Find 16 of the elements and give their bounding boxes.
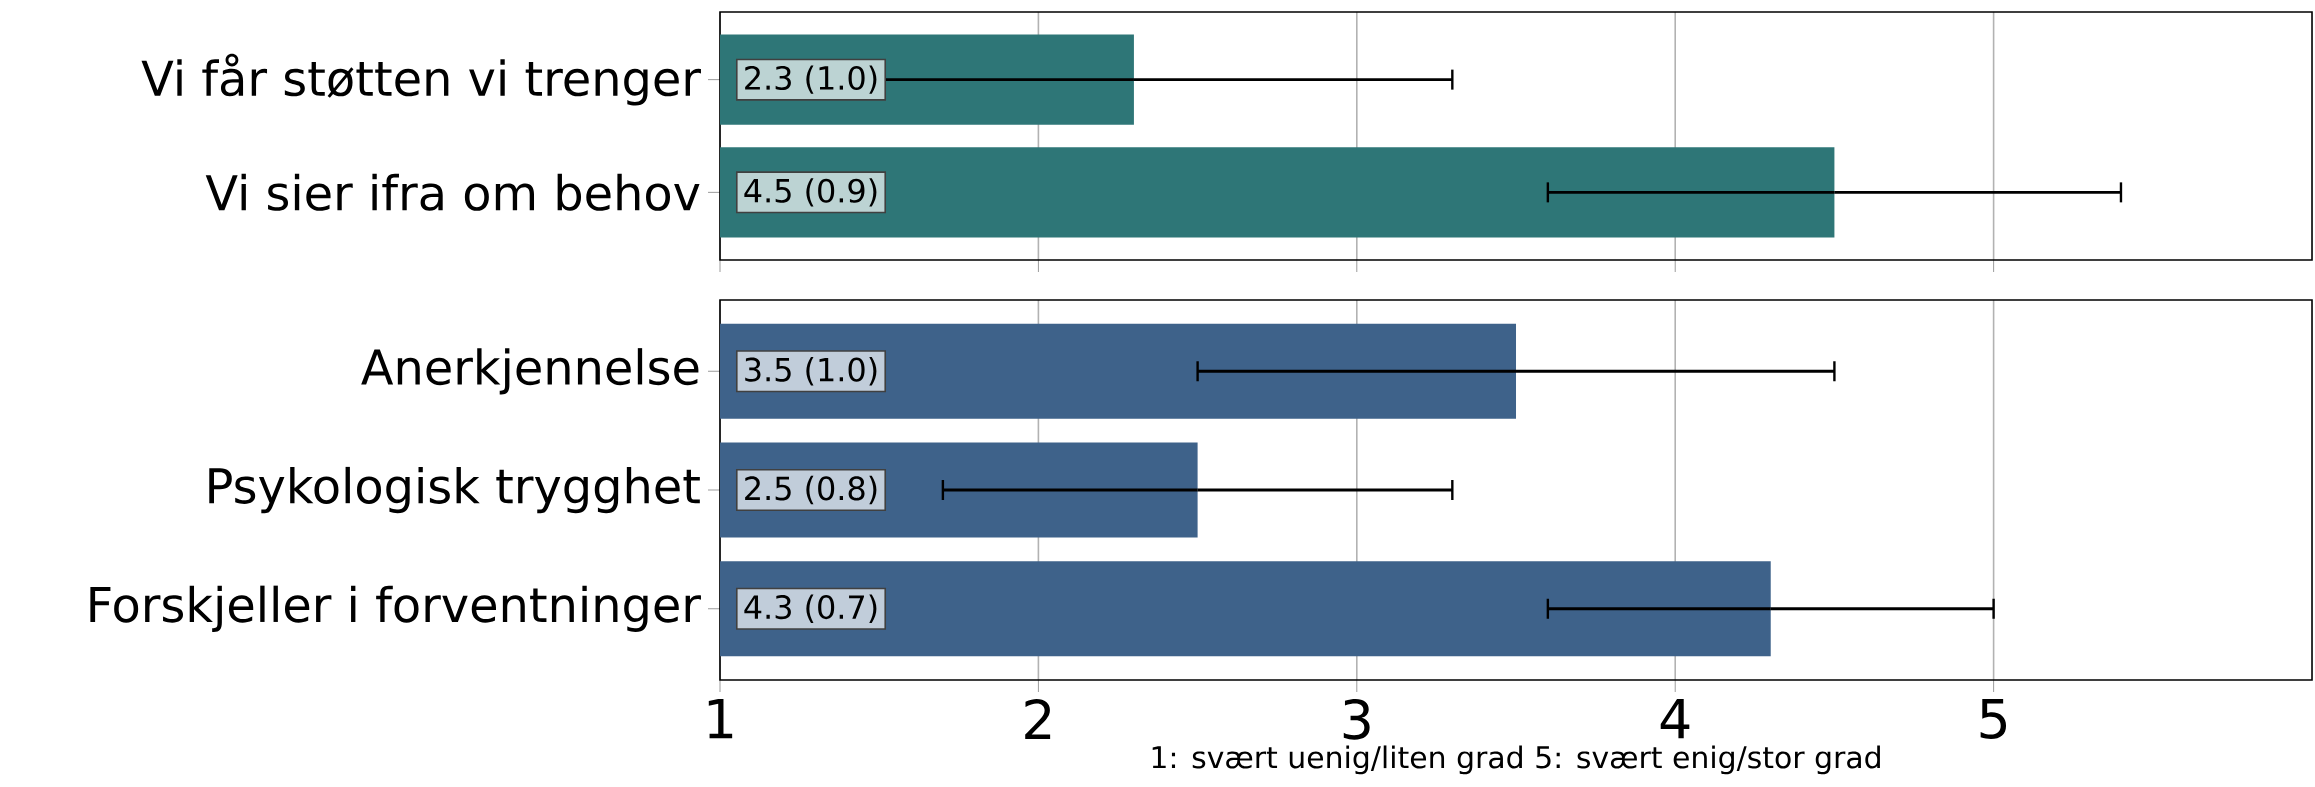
y-tick-label: Vi sier ifra om behov [205,173,700,211]
y-tick-label: Vi får støtten vi trenger [141,53,701,106]
data-label: 4.3 (0.7) [744,594,877,623]
x-tick-label: 3 [1343,699,1370,740]
y-tick-label: Forskjeller i forventninger [90,585,701,632]
x-tick-label: 2 [1025,699,1051,739]
data-label: 2.5 (0.8) [745,475,877,505]
data-label: 4.5 (0.9) [744,178,877,207]
data-label: 3.5 (1.0) [745,357,877,386]
y-tick-label: Psykologisk trygghet [209,466,700,514]
x-tick-label: 1 [708,699,733,739]
y-tick-label: Anerkjennelse [361,348,699,395]
data-label: 2.3 (1.0) [745,65,877,94]
x-tick-label: 5 [1980,699,2007,740]
x-axis-title: 1: svært uenig/liten grad 5: svært enig/stor grad [1152,745,1880,775]
x-tick-label: 4 [1660,699,1690,739]
